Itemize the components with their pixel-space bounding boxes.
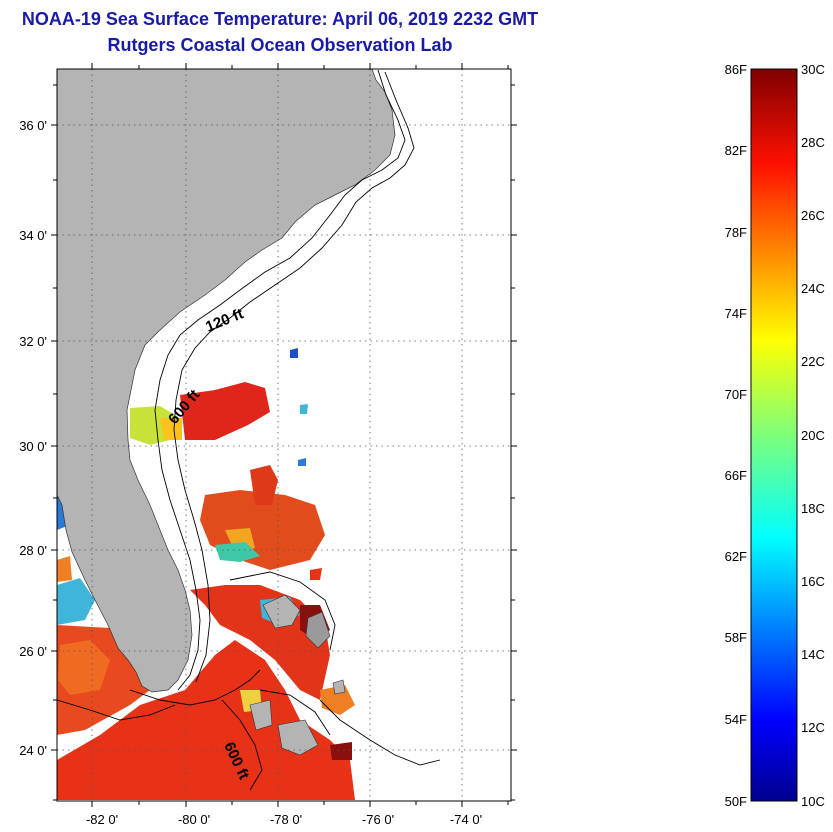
colorbar-f-label: 66F (725, 468, 747, 483)
colorbar-c-label: 20C (801, 428, 825, 443)
lat-label: 36 0' (19, 118, 47, 133)
colorbar-c-label: 24C (801, 281, 825, 296)
colorbar-c-label: 10C (801, 794, 825, 809)
lon-label: -74 0' (450, 812, 482, 827)
lat-label: 30 0' (19, 439, 47, 454)
colorbar-f-label: 50F (725, 794, 747, 809)
colorbar-c-label: 28C (801, 135, 825, 150)
lon-label: -80 0' (178, 812, 210, 827)
lon-label: -78 0' (270, 812, 302, 827)
colorbar-f-label: 54F (725, 712, 747, 727)
lat-label: 34 0' (19, 228, 47, 243)
axis-ticks (51, 63, 517, 807)
lat-label: 28 0' (19, 543, 47, 558)
colorbar-f-label: 58F (725, 630, 747, 645)
colorbar-c-label: 26C (801, 208, 825, 223)
colorbar-gradient (750, 68, 798, 802)
lat-label: 32 0' (19, 334, 47, 349)
colorbar-f-label: 62F (725, 549, 747, 564)
colorbar-c-label: 16C (801, 574, 825, 589)
lon-label: -76 0' (362, 812, 394, 827)
lat-label: 24 0' (19, 743, 47, 758)
colorbar-f-label: 74F (725, 306, 747, 321)
colorbar-f-label: 78F (725, 225, 747, 240)
colorbar-c-label: 14C (801, 647, 825, 662)
page-subtitle: Rutgers Coastal Ocean Observation Lab (107, 35, 453, 55)
colorbar-c-label: 18C (801, 501, 825, 516)
lon-label: -82 0' (86, 812, 118, 827)
land-layer (57, 69, 396, 756)
colorbar-c-label: 22C (801, 354, 825, 369)
graticule (57, 69, 511, 801)
colorbar-f-label: 70F (725, 387, 747, 402)
page-title: NOAA-19 Sea Surface Temperature: April 0… (21, 9, 539, 29)
lat-label: 26 0' (19, 644, 47, 659)
colorbar-c-label: 30C (801, 62, 825, 77)
bathymetry-contours (57, 69, 441, 791)
colorbar-c-label: 12C (801, 720, 825, 735)
colorbar-f-label: 86F (725, 62, 747, 77)
map-frame (56, 68, 512, 802)
colorbar: 86F 82F 78F 74F 70F 66F 62F 58F 54F 50F … (725, 62, 825, 809)
colorbar-f-label: 82F (725, 143, 747, 158)
